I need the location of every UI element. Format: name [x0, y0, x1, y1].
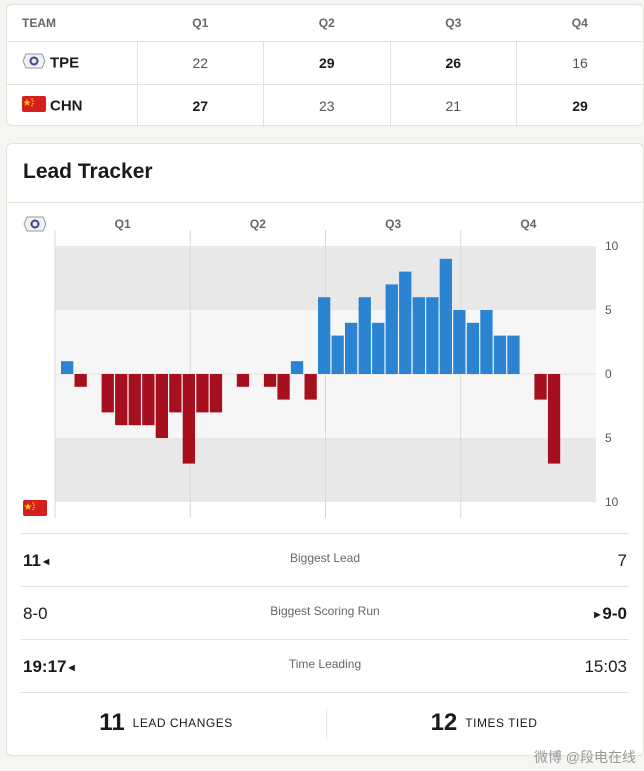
score-tpe-q4: 16 [516, 41, 643, 85]
lead-changes-summary: 11 LEAD CHANGES [7, 693, 325, 753]
team-cell-chn: CHN [7, 85, 137, 128]
team-cell-tpe: TPE [7, 41, 137, 85]
lead-bar [399, 271, 412, 374]
score-table-card: TEAM Q1 Q2 Q3 Q4 TPE 22 29 26 16 [6, 4, 644, 127]
lead-bar [493, 335, 507, 374]
table-row-tpe: TPE 22 29 26 16 [7, 41, 643, 85]
lead-bar [385, 284, 398, 374]
lead-bar [128, 374, 141, 426]
lead-bar [345, 322, 358, 374]
score-chn-q3: 21 [389, 84, 517, 127]
stat-row-biggest-lead: 11 ◀ Biggest Lead 7 [21, 534, 629, 587]
header-q3: Q3 [390, 5, 517, 42]
chn-flag-icon [22, 96, 46, 116]
lead-bar [209, 374, 223, 413]
score-tpe-q1: 22 [136, 41, 264, 85]
stat-biggest-lead-right: 7 [617, 551, 627, 570]
quarter-label-q4: Q4 [520, 217, 536, 231]
tpe-flag-icon [23, 216, 47, 232]
lead-bar [466, 322, 480, 374]
stat-row-time-leading: 19:17 ◀ Time Leading 15:03 [21, 640, 629, 693]
score-tpe-q3: 26 [389, 41, 517, 85]
lead-bar [372, 322, 385, 374]
summary-row: 11 LEAD CHANGES 12 TIMES TIED [7, 693, 643, 753]
quarter-label-q1: Q1 [115, 217, 131, 231]
caret-left-icon: ◀ [42, 557, 50, 567]
header-q2: Q2 [263, 5, 390, 42]
score-chn-q2: 23 [263, 84, 390, 127]
lead-bar [426, 297, 439, 374]
lead-bar [318, 297, 331, 374]
y-tick-label: 5 [605, 303, 612, 317]
lead-bar [507, 335, 520, 374]
times-tied-count: 12 [430, 709, 458, 736]
caret-left-icon: ◀ [68, 663, 75, 673]
lead-bar [182, 374, 195, 464]
caret-right-icon: ▶ [594, 610, 601, 620]
lead-bar [169, 374, 182, 413]
y-tick-label: 10 [605, 495, 619, 509]
score-table-header: TEAM Q1 Q2 Q3 Q4 [7, 5, 643, 42]
lead-bar [412, 297, 425, 374]
lead-bar [61, 361, 74, 374]
lead-bar [101, 374, 114, 413]
lead-tracker-card: Lead Tracker Q1 Q2 Q3 Q4 10 5 0 5 10 11 ◀ [6, 143, 644, 756]
summary-separator [326, 709, 327, 739]
lead-tracker-title: Lead Tracker [23, 160, 153, 183]
stat-time-leading-label: Time Leading [288, 657, 362, 671]
stat-scoring-run-left: 8-0 [23, 604, 48, 623]
lead-bar [547, 374, 561, 464]
lead-bar [439, 258, 452, 374]
quarter-label-q3: Q3 [385, 217, 401, 231]
title-divider [7, 202, 643, 203]
lead-bar [115, 374, 128, 426]
score-chn-q4: 29 [516, 84, 643, 127]
team-name-tpe: TPE [50, 54, 80, 72]
stat-time-leading-left: 19:17 ◀ [23, 657, 75, 676]
lead-bar [331, 335, 344, 374]
lead-bar [304, 374, 317, 400]
lead-tracker-chart: Q1 Q2 Q3 Q4 10 5 0 5 10 [23, 216, 619, 518]
y-tick-label: 10 [605, 239, 619, 253]
lead-bar [236, 374, 250, 387]
stat-time-leading-right: 15:03 [584, 657, 627, 676]
lead-bar [534, 374, 547, 400]
header-q4: Q4 [516, 5, 643, 42]
team-name-chn: CHN [50, 97, 83, 115]
lead-bar [196, 374, 209, 413]
y-tick-label: 5 [605, 431, 612, 445]
header-q1: Q1 [137, 5, 264, 42]
stat-row-scoring-run: 8-0 Biggest Scoring Run ▶ 9-0 [21, 587, 629, 640]
lead-bar [453, 310, 466, 374]
lead-bar [142, 374, 155, 426]
score-chn-q1: 27 [136, 84, 264, 127]
lead-bar [290, 361, 304, 374]
times-tied-label: TIMES TIED [465, 716, 538, 730]
lead-bar [155, 374, 168, 438]
lead-bar [277, 374, 290, 400]
lead-changes-count: 11 [99, 709, 125, 736]
times-tied-summary: 12 TIMES TIED [325, 693, 643, 753]
chart-divider [21, 533, 629, 534]
stat-scoring-run-right: ▶ 9-0 [594, 604, 627, 623]
lead-changes-label: LEAD CHANGES [132, 716, 233, 730]
stat-biggest-lead-left: 11 ◀ [23, 551, 50, 570]
stat-biggest-lead-label: Biggest Lead [289, 551, 361, 565]
header-team: TEAM [7, 5, 137, 42]
lead-bar [263, 374, 277, 387]
table-row-chn: CHN 27 23 21 29 [7, 84, 643, 128]
watermark: 微博 @段电在线 [533, 749, 636, 765]
stat-scoring-run-label: Biggest Scoring Run [270, 604, 380, 618]
lead-bar [480, 310, 493, 374]
quarter-label-q2: Q2 [250, 217, 266, 231]
y-tick-label: 0 [605, 367, 612, 381]
lead-bar [358, 297, 371, 374]
lead-bar [74, 374, 87, 387]
score-table: TEAM Q1 Q2 Q3 Q4 TPE 22 29 26 16 [7, 5, 643, 127]
chn-flag-icon [23, 500, 47, 516]
score-tpe-q2: 29 [263, 41, 390, 85]
tpe-flag-icon [22, 53, 46, 73]
